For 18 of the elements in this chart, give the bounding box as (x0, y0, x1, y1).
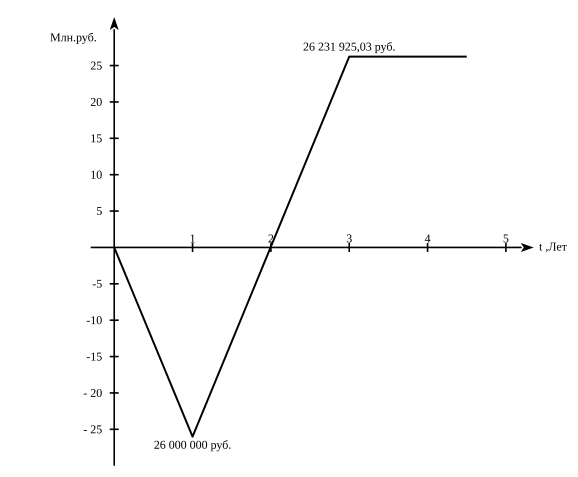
y-tick-label: - 20 (84, 388, 102, 397)
y-tick-label: -15 (86, 352, 102, 361)
y-tick-label: - 25 (84, 425, 102, 434)
x-axis-title: t ,Лет (539, 242, 567, 252)
x-tick-label: 4 (424, 234, 430, 242)
y-tick-label: -10 (86, 316, 102, 324)
annotation: 26 231 925,03 руб. (304, 42, 395, 54)
x-tick-label: 5 (504, 234, 508, 242)
y-tick-label: 20 (90, 98, 102, 106)
x-tick-label: 3 (346, 234, 352, 242)
y-tick-label: 5 (96, 207, 102, 216)
y-tick-label: -5 (92, 280, 102, 288)
y-axis-title: Млн.руб. (50, 32, 96, 44)
y-tick-label: 15 (91, 134, 102, 142)
y-tick-label: 10 (91, 170, 102, 179)
y-tick-label: 25 (90, 62, 102, 70)
annotation: 26 000 000 руб. (154, 440, 231, 452)
x-tick-label: 1 (190, 234, 195, 242)
